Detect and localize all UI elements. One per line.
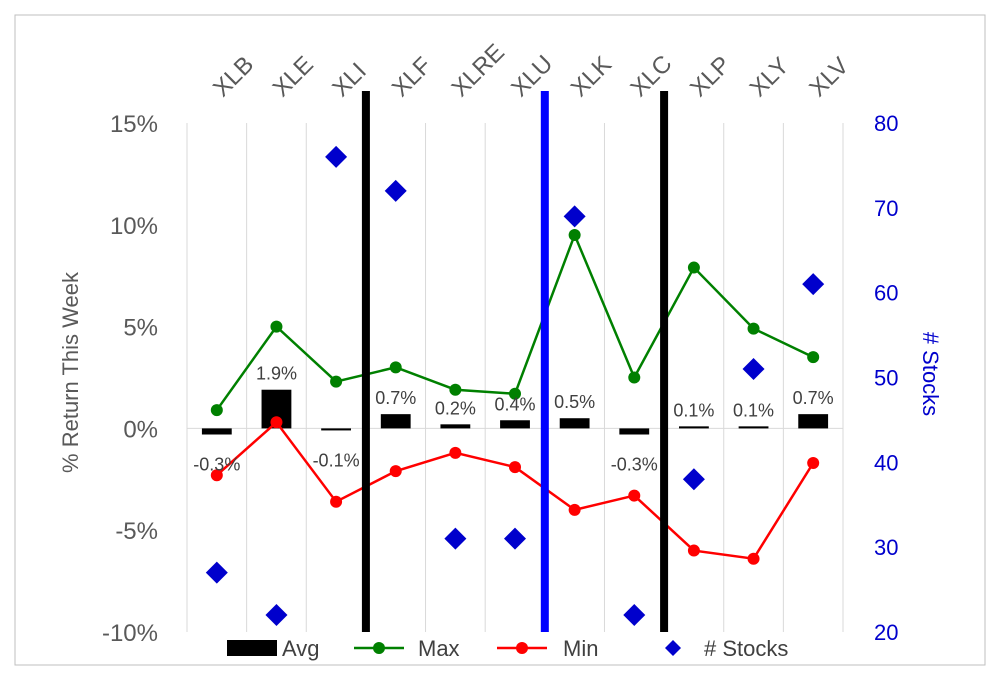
sector-divider xyxy=(361,91,370,632)
avg-data-label: 0.1% xyxy=(673,400,714,420)
avg-data-label: -0.3% xyxy=(611,455,658,475)
stocks-marker xyxy=(802,273,825,296)
right-tick-label: 20 xyxy=(874,620,898,645)
stocks-marker xyxy=(742,358,765,381)
stocks-marker xyxy=(504,527,526,550)
right-tick-label: 40 xyxy=(874,450,898,475)
left-tick-label: -5% xyxy=(115,518,158,545)
data-labels: -0.3% 1.9% -0.1% 0.7% 0.2% 0.4% 0.5% -0.3% 0.1% 0… xyxy=(193,364,833,475)
stocks-marker xyxy=(682,468,705,491)
stocks-marker xyxy=(623,604,646,627)
legend-label-max: Max xyxy=(418,636,460,661)
avg-bar xyxy=(201,428,232,435)
right-tick-label: 80 xyxy=(874,111,898,136)
chart-border xyxy=(14,14,986,666)
avg-data-label: 0.7% xyxy=(375,388,416,408)
avg-data-label: 0.4% xyxy=(494,394,535,414)
legend: Avg Max Min # Stocks xyxy=(227,636,788,661)
left-tick-label: 5% xyxy=(123,315,158,342)
right-tick-label: 30 xyxy=(874,535,898,560)
avg-bar xyxy=(440,424,471,429)
min-point xyxy=(210,469,223,482)
legend-swatch-avg xyxy=(227,640,277,656)
avg-bar xyxy=(798,414,829,429)
sector-divider xyxy=(540,91,549,632)
left-axis-title: % Return This Week xyxy=(58,271,83,473)
stocks-marker xyxy=(444,527,467,550)
min-point xyxy=(747,552,760,565)
avg-bar xyxy=(738,426,769,429)
avg-data-label: 0.1% xyxy=(733,400,774,420)
legend-label-avg: Avg xyxy=(282,636,320,661)
left-tick-label: 15% xyxy=(110,111,158,138)
legend-swatch-stocks xyxy=(665,640,681,656)
min-point xyxy=(389,465,402,478)
sector-divider xyxy=(660,91,669,632)
avg-data-label: 0.7% xyxy=(793,388,834,408)
avg-bar xyxy=(500,420,530,429)
left-tick-label: 0% xyxy=(123,416,158,443)
min-point xyxy=(807,457,820,470)
avg-bar xyxy=(679,426,709,429)
stocks-marker xyxy=(265,604,288,627)
min-point xyxy=(449,446,462,459)
max-point xyxy=(747,322,760,335)
avg-bars xyxy=(201,389,829,435)
avg-bar xyxy=(619,428,650,435)
avg-data-label: -0.3% xyxy=(193,455,240,475)
avg-bar xyxy=(321,428,351,431)
right-tick-label: 60 xyxy=(874,281,898,306)
avg-data-label: 0.2% xyxy=(435,398,476,418)
right-tick-label: 50 xyxy=(874,366,898,391)
max-point xyxy=(568,228,581,241)
legend-swatch-max-dot xyxy=(373,642,385,654)
max-point xyxy=(628,371,641,384)
legend-label-min: Min xyxy=(563,636,598,661)
max-point xyxy=(687,261,700,274)
min-point xyxy=(330,495,343,508)
max-point xyxy=(389,361,402,374)
right-axis-title: # Stocks xyxy=(918,332,943,416)
min-point xyxy=(568,503,581,516)
avg-data-label: -0.1% xyxy=(313,450,360,470)
legend-swatch-min-dot xyxy=(516,642,528,654)
stock-count-markers xyxy=(205,145,825,627)
max-point xyxy=(270,320,283,333)
left-tick-label: -10% xyxy=(102,620,158,647)
line-series xyxy=(210,228,820,565)
left-tick-label: 10% xyxy=(110,213,158,240)
max-point xyxy=(330,375,343,388)
sector-dividers xyxy=(361,91,669,632)
avg-bar xyxy=(380,414,411,429)
avg-bar xyxy=(559,418,590,429)
stocks-marker xyxy=(205,561,228,584)
max-point xyxy=(449,383,462,396)
legend-label-stocks: # Stocks xyxy=(704,636,788,661)
max-point xyxy=(210,404,223,417)
stocks-marker xyxy=(563,205,586,228)
min-point xyxy=(687,544,700,557)
right-tick-label: 70 xyxy=(874,196,898,221)
min-point xyxy=(628,489,641,502)
max-point xyxy=(807,351,820,364)
min-point xyxy=(270,416,283,429)
avg-data-label: 1.9% xyxy=(256,364,297,384)
stocks-marker xyxy=(325,145,348,168)
max-point xyxy=(509,387,521,400)
stocks-marker xyxy=(384,179,407,202)
avg-data-label: 0.5% xyxy=(554,392,595,412)
min-point xyxy=(509,461,521,474)
